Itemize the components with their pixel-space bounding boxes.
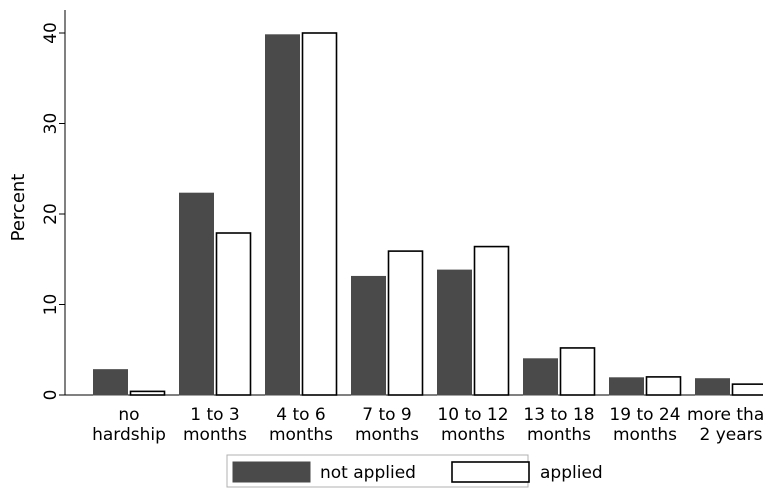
- x-tick-label: more than: [687, 405, 763, 425]
- bar-not-applied: [610, 378, 644, 395]
- bar-not-applied: [94, 370, 128, 395]
- legend-label-not-applied: not applied: [320, 463, 416, 483]
- bar-not-applied: [696, 379, 730, 395]
- y-tick-label: 20: [41, 203, 61, 225]
- x-tick-label: months: [613, 425, 677, 445]
- bar-applied: [303, 33, 337, 395]
- bar-applied: [475, 247, 509, 395]
- legend: not applied applied: [227, 455, 603, 487]
- x-tick-label: months: [355, 425, 419, 445]
- legend-swatch-applied: [452, 462, 529, 482]
- bar-applied: [131, 391, 165, 395]
- x-tick-label: 10 to 12: [437, 405, 508, 425]
- y-tick-label: 40: [41, 22, 61, 44]
- y-tick-label: 0: [41, 390, 61, 401]
- x-tick-label: months: [269, 425, 333, 445]
- legend-swatch-not-applied: [233, 462, 310, 482]
- bar-applied: [733, 384, 763, 395]
- x-tick-label: months: [441, 425, 505, 445]
- bars: [94, 33, 763, 395]
- x-tick-label: months: [527, 425, 591, 445]
- x-tick-label: 4 to 6: [276, 405, 326, 425]
- x-tick-label: 7 to 9: [362, 405, 412, 425]
- legend-label-applied: applied: [540, 463, 603, 483]
- y-tick-label: 30: [41, 113, 61, 135]
- bar-not-applied: [266, 35, 300, 395]
- x-tick-label: 13 to 18: [523, 405, 594, 425]
- x-tick-label: 19 to 24: [609, 405, 680, 425]
- x-tick-label: months: [183, 425, 247, 445]
- x-tick-label: 2 years: [699, 425, 762, 445]
- bar-not-applied: [438, 270, 472, 395]
- y-axis-title: Percent: [8, 174, 29, 242]
- bar-not-applied: [352, 276, 386, 395]
- y-tick-label: 10: [41, 294, 61, 316]
- bar-applied: [647, 377, 681, 395]
- bar-applied: [217, 233, 251, 395]
- x-tick-label: no: [118, 405, 139, 425]
- bar-not-applied: [524, 359, 558, 395]
- bar-applied: [389, 251, 423, 395]
- bar-applied: [561, 348, 595, 395]
- bar-not-applied: [180, 193, 214, 395]
- x-tick-label: hardship: [92, 425, 166, 445]
- x-tick-label: 1 to 3: [190, 405, 240, 425]
